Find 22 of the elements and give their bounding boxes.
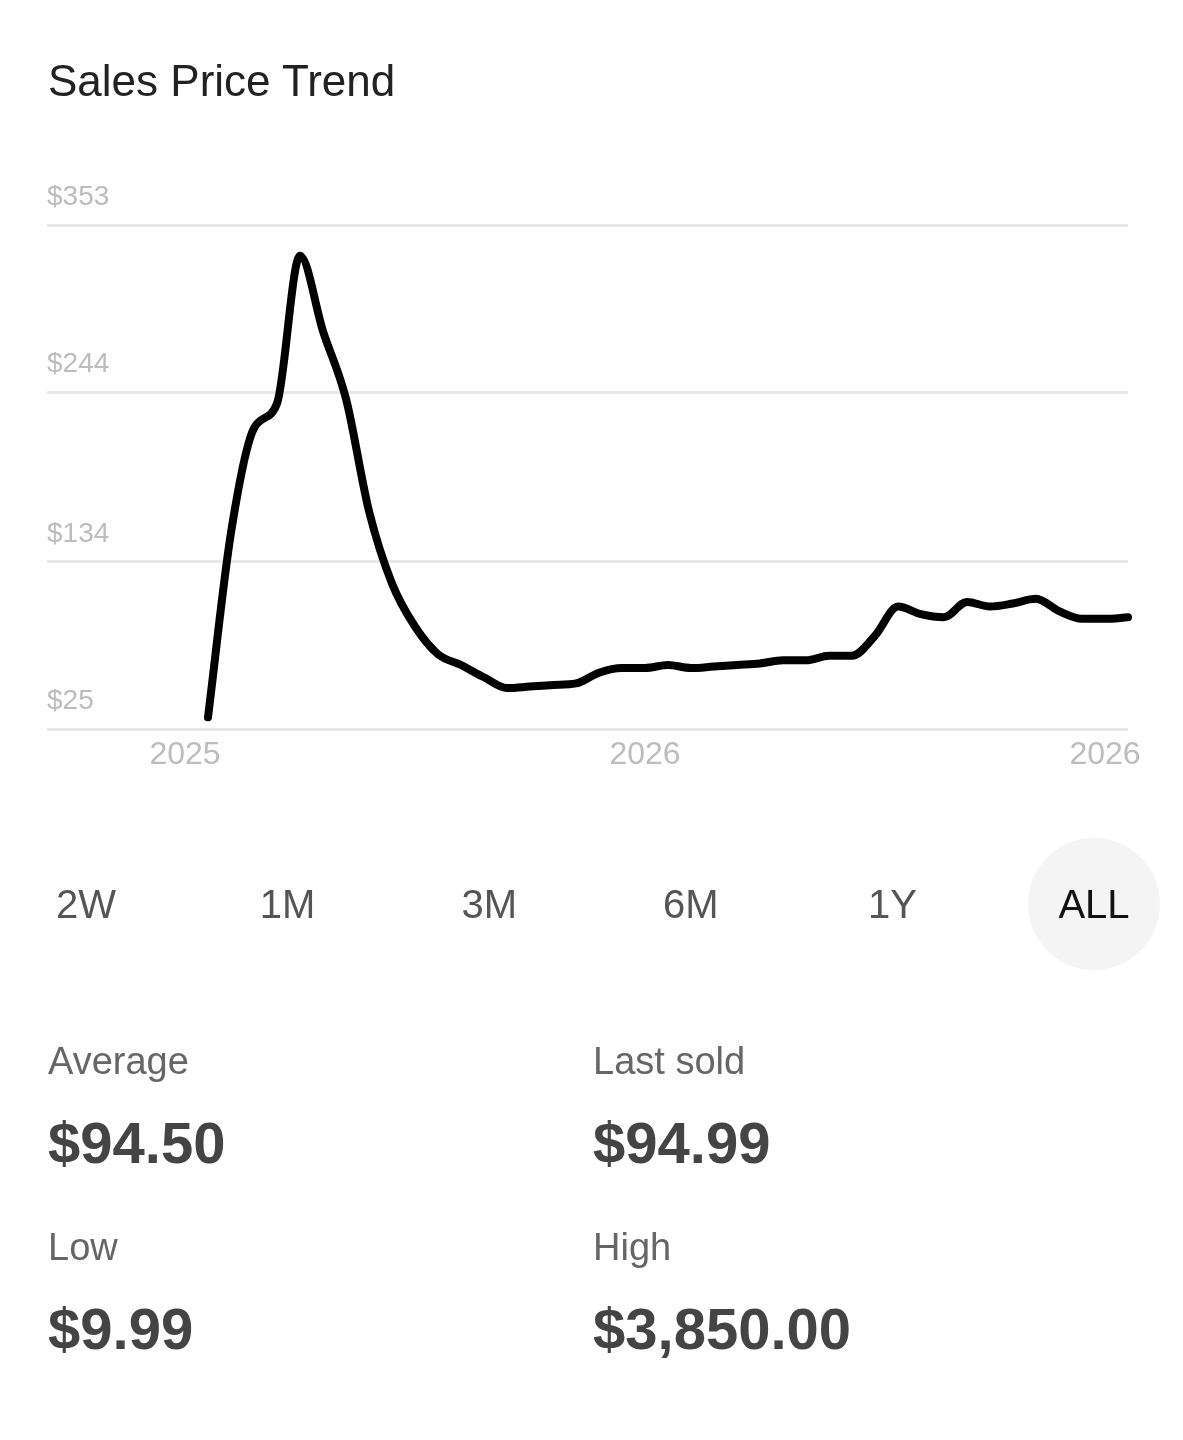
text: 1Y [866,880,918,928]
text: 2W [55,880,117,928]
y-tick-label: $353 [47,179,110,211]
x-tick-label: 2025 [149,734,221,771]
y-tick-label: $134 [47,516,110,548]
text: $94.99 [593,1109,772,1176]
text: High [593,1226,673,1269]
text: 3M [460,880,518,928]
y-tick-label: $244 [47,347,110,379]
x-tick-label: 2026 [1069,734,1141,771]
text: ALL [1027,838,1160,970]
chart-title: Sales Price Trend [48,56,396,106]
x-tick-label: 2026 [609,734,681,771]
text: Average [48,1040,190,1083]
text: 1M [258,880,317,928]
text: Low [48,1226,119,1269]
text: $94.50 [48,1109,227,1176]
text: $9.99 [48,1295,195,1362]
text: Last sold [593,1040,747,1083]
text: $3,850.00 [593,1295,853,1362]
y-tick-label: $25 [47,684,94,716]
text: 6M [662,880,720,928]
